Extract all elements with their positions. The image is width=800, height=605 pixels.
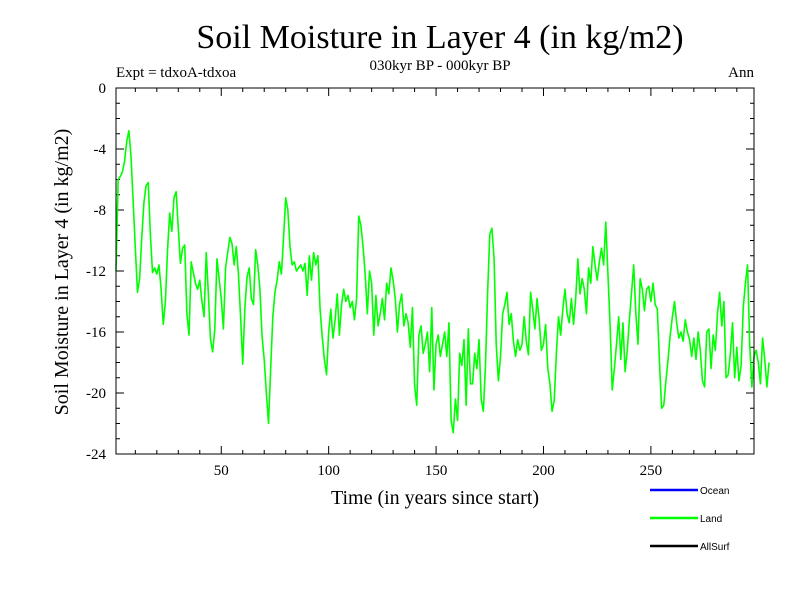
- legend-label-ocean: Ocean: [700, 486, 729, 497]
- x-tick-label: 200: [532, 463, 555, 479]
- x-tick-label: 50: [214, 463, 229, 479]
- series-line-land: [115, 129, 770, 434]
- legend-label-land: Land: [700, 514, 722, 525]
- axis-ticks: 50 100 150 200 250 0 -4 -8 -12 -16 -20 -24: [86, 81, 754, 479]
- y-tick-label: -20: [86, 386, 106, 402]
- y-tick-label: -8: [94, 203, 107, 219]
- y-tick-label: 0: [99, 81, 107, 97]
- y-tick-label: -24: [86, 447, 106, 463]
- legend-label-allsurf: AllSurf: [700, 542, 730, 553]
- x-axis-label: Time (in years since start): [331, 487, 539, 509]
- x-tick-label: 150: [425, 463, 448, 479]
- chart-title: Soil Moisture in Layer 4 (in kg/m2): [196, 19, 683, 56]
- plot-frame: [115, 87, 755, 455]
- series-layer: [115, 129, 770, 434]
- x-tick-label: 250: [640, 463, 663, 479]
- x-tick-label: 100: [317, 463, 340, 479]
- season-label: Ann: [728, 65, 754, 81]
- chart-subtitle: 030kyr BP - 000kyr BP: [369, 58, 510, 74]
- y-tick-label: -4: [94, 142, 107, 158]
- experiment-label: Expt = tdxoA-tdxoa: [116, 65, 236, 81]
- y-tick-label: -16: [86, 325, 106, 341]
- y-tick-label: -12: [86, 264, 106, 280]
- y-axis-label: Soil Moisture in Layer 4 (in kg/m2): [51, 129, 73, 416]
- legend: Ocean Land AllSurf: [650, 486, 730, 553]
